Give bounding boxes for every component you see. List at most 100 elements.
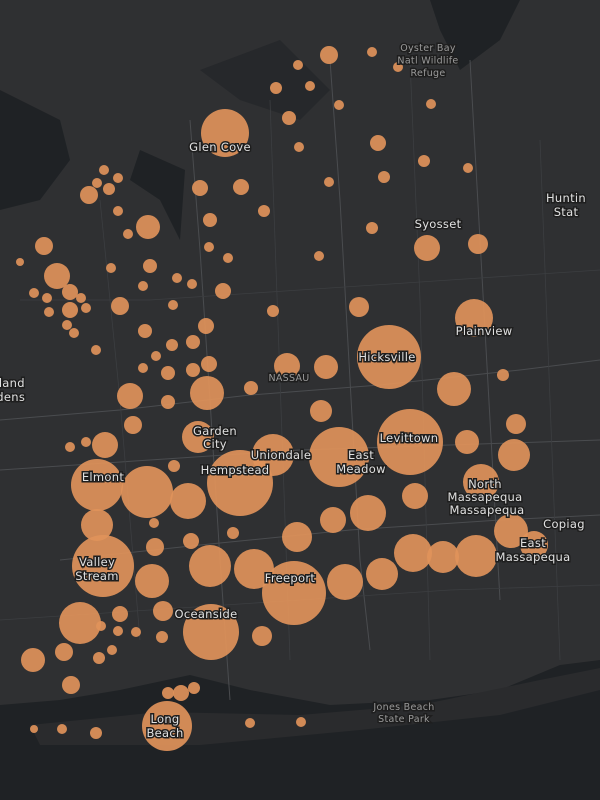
- circle-marker: [80, 186, 98, 204]
- circle-marker: [378, 171, 390, 183]
- circle-marker: [418, 155, 430, 167]
- place-label: East Meadow: [336, 448, 386, 476]
- circle-marker: [153, 601, 173, 621]
- circle-marker: [21, 648, 45, 672]
- circle-marker: [99, 165, 109, 175]
- circle-marker: [62, 320, 72, 330]
- circle-marker: [62, 302, 78, 318]
- place-label: Oyster Bay Natl Wildlife Refuge: [397, 43, 458, 79]
- circle-marker: [334, 100, 344, 110]
- place-label: North Massapequa: [447, 477, 522, 504]
- circle-marker: [81, 303, 91, 313]
- circle-marker: [29, 288, 39, 298]
- circle-marker: [35, 237, 53, 255]
- place-label-line: Plainview: [456, 324, 513, 338]
- place-label-line: City: [203, 437, 227, 451]
- circle-marker: [320, 507, 346, 533]
- place-label: Syosset: [415, 217, 462, 231]
- circle-marker: [468, 234, 488, 254]
- circle-marker: [189, 545, 231, 587]
- circle-marker: [494, 514, 528, 548]
- circle-marker: [156, 631, 168, 643]
- circle-marker: [186, 363, 200, 377]
- circle-marker: [245, 718, 255, 728]
- circle-marker: [234, 549, 274, 589]
- place-label-line: Stream: [75, 569, 118, 583]
- place-label-line: Hicksville: [358, 350, 415, 364]
- circle-marker: [103, 183, 115, 195]
- place-label-line: Huntin: [546, 191, 586, 205]
- circle-marker: [201, 356, 217, 372]
- circle-marker: [294, 142, 304, 152]
- circle-marker: [71, 459, 123, 511]
- circle-marker: [498, 439, 530, 471]
- circle-marker: [244, 381, 258, 395]
- labels: Oyster Bay Natl Wildlife Refuge Glen Cove Sy…: [0, 41, 587, 741]
- circle-marker: [366, 222, 378, 234]
- circle-marker: [111, 297, 129, 315]
- circle-marker: [106, 263, 116, 273]
- circle-marker: [314, 355, 338, 379]
- circle-marker: [123, 229, 133, 239]
- circle-marker: [349, 297, 369, 317]
- circle-marker: [113, 206, 123, 216]
- place-label-line: Oakland: [0, 376, 25, 390]
- circle-marker: [455, 299, 493, 337]
- circle-marker: [16, 258, 24, 266]
- circle-marker: [42, 293, 52, 303]
- circle-marker: [455, 430, 479, 454]
- circle-marker: [309, 427, 369, 487]
- place-label-line: Syosset: [415, 217, 462, 231]
- circle-marker: [91, 345, 101, 355]
- circle-marker: [90, 727, 102, 739]
- circle-marker: [142, 701, 192, 751]
- place-label: Garden City: [193, 424, 237, 451]
- circle-marker: [414, 235, 440, 261]
- circle-marker: [182, 421, 214, 453]
- circle-marker: [92, 432, 118, 458]
- water: [200, 40, 330, 120]
- place-label-line: Levittown: [380, 431, 439, 445]
- place-label-line: Freeport: [265, 571, 316, 585]
- place-label-line: Long: [150, 712, 179, 726]
- place-label-line: Garden: [193, 424, 237, 438]
- place-label-line: NASSAU: [268, 373, 309, 384]
- circle-marker: [394, 534, 432, 572]
- circle-marker: [437, 372, 471, 406]
- place-label-line: Uniondale: [251, 448, 312, 462]
- circle-marker: [112, 606, 128, 622]
- circle-marker: [274, 353, 300, 379]
- circle-marker: [113, 626, 123, 636]
- circle-marker: [138, 363, 148, 373]
- circle-marker: [151, 351, 161, 361]
- place-label-line: East: [520, 536, 546, 550]
- circle-marker: [168, 300, 178, 310]
- water: [130, 150, 185, 240]
- place-label: Hicksville: [358, 350, 415, 364]
- circle-marker: [305, 81, 315, 91]
- circle-marker: [310, 400, 332, 422]
- place-label: Jones Beach State Park: [372, 702, 434, 725]
- circle-marker: [463, 163, 473, 173]
- place-label-line: Glen Cove: [189, 140, 251, 154]
- circle-marker: [267, 305, 279, 317]
- circle-marker: [227, 527, 239, 539]
- place-label-line: Massapequa: [447, 490, 522, 504]
- place-label-line: Jones Beach: [372, 702, 434, 713]
- circle-marker: [506, 414, 526, 434]
- circle-marker: [57, 724, 67, 734]
- circle-marker: [172, 273, 182, 283]
- circle-marker: [113, 173, 123, 183]
- water: [0, 90, 70, 210]
- circle-marker: [270, 82, 282, 94]
- place-label: NASSAU: [268, 373, 309, 384]
- circle-marker: [186, 335, 200, 349]
- circle-marker: [203, 213, 217, 227]
- circle-marker: [92, 178, 102, 188]
- place-label-line: Massapequa: [449, 503, 524, 517]
- circle-marker: [204, 242, 214, 252]
- circle-marker: [463, 464, 499, 500]
- place-label-line: Refuge: [410, 68, 445, 79]
- circle-marker: [96, 621, 106, 631]
